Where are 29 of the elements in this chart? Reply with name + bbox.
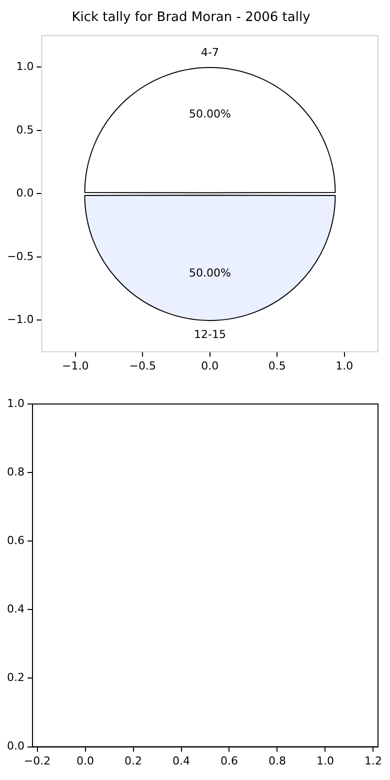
x-tick-label: 0.0: [76, 754, 94, 768]
x-tick-label: 0.5: [268, 359, 286, 372]
x-tick-label: 0.0: [201, 359, 219, 372]
x-tick-label: 1.0: [336, 359, 354, 372]
x-tick-label: 0.4: [172, 754, 190, 768]
chart-title: Kick tally for Brad Moran - 2006 tally: [72, 10, 311, 26]
x-tick-label: −0.2: [24, 754, 51, 768]
x-tick-label: −1.0: [62, 359, 89, 372]
x-tick-label: −0.5: [129, 359, 156, 372]
y-tick-label: −0.5: [6, 250, 34, 263]
y-tick-label: 0.8: [6, 465, 24, 478]
x-tick-label: 0.6: [220, 754, 238, 768]
y-tick-label: 0.6: [6, 534, 24, 547]
x-tick-label: 1.2: [364, 754, 382, 768]
y-tick-label: 0.4: [6, 602, 24, 616]
y-tick-label: 1.0: [6, 396, 24, 410]
x-tick-label: 1.0: [316, 754, 334, 768]
y-tick-label: −1.0: [6, 313, 34, 326]
data-label: 50.00%: [188, 266, 231, 279]
y-tick-label: 0.0: [16, 186, 34, 200]
y-tick-label: 0.5: [16, 123, 34, 136]
x-tick-label: 0.2: [124, 754, 142, 768]
y-tick-label: 0.2: [6, 671, 24, 684]
data-label: 50.00%: [188, 107, 231, 120]
y-tick-label: 0.0: [6, 740, 24, 753]
slice-label: 4-7: [200, 45, 219, 58]
y-tick-label: 1.0: [16, 60, 34, 74]
x-tick-label: 0.8: [268, 754, 286, 768]
slice-label: 12-15: [194, 327, 226, 340]
